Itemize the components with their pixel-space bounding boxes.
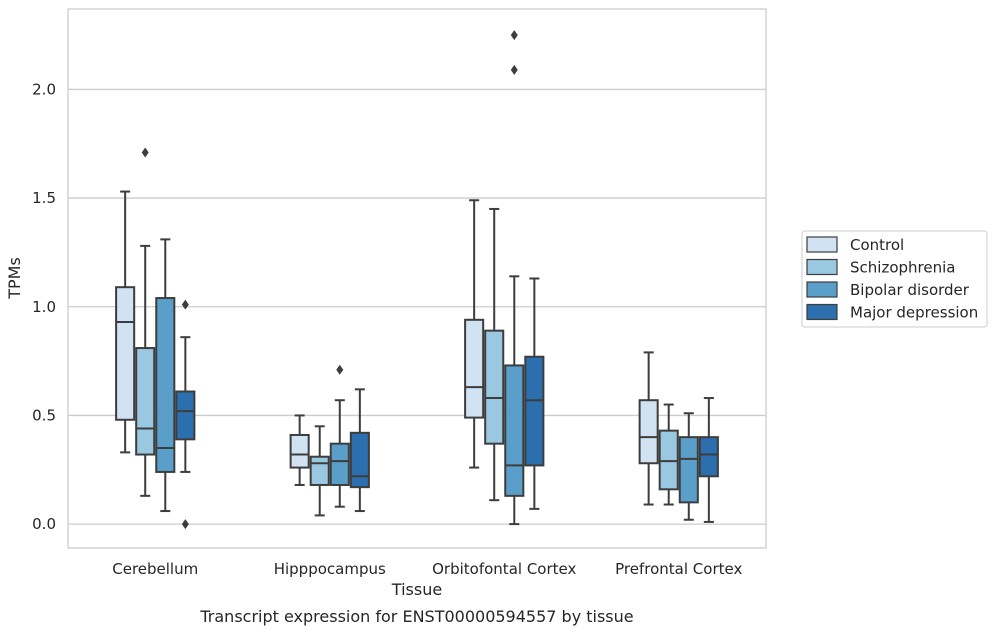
box-major-depression [349,388,370,513]
box-control [638,351,659,506]
box-iqr [698,436,719,478]
box-iqr [329,442,350,486]
box-bipolar-disorder [678,412,699,521]
legend-frame [801,230,988,328]
legend-swatch [806,281,838,298]
box-iqr [524,355,545,467]
x-tick-label: Prefrontal Cortex [615,560,742,578]
plot-area-frame [67,8,767,549]
box-iqr [658,429,679,491]
box-iqr [289,433,310,469]
box-series [115,30,719,530]
y-tick-label: 1.5 [32,189,56,207]
y-tick-labels: 0.0 0.5 1.0 1.5 2.0 [32,80,56,533]
box-bipolar-disorder [155,238,176,513]
outlier-point [181,519,189,530]
outlier-point [510,30,518,41]
legend-label: Major depression [850,304,978,322]
legend-swatch [806,303,838,321]
y-tick-label: 1.0 [32,298,56,316]
box-iqr [155,297,176,473]
box-iqr [349,431,370,489]
box-control [464,199,485,469]
box-iqr [309,455,330,486]
x-axis-title: Tissue [391,580,442,599]
box-iqr [504,364,525,497]
outlier-point [181,299,189,310]
box-major-depression [524,277,545,510]
box-major-depression [698,397,719,523]
chart-caption: Transcript expression for ENST0000059455… [199,607,633,626]
legend-swatch [806,258,838,276]
box-iqr [464,318,485,419]
box-schizophrenia [658,403,679,506]
box-control [289,414,310,486]
legend-swatch [806,236,838,253]
outlier-point [141,147,149,158]
legend-label: Schizophrenia [850,259,955,277]
box-iqr [135,347,156,456]
box-control [115,190,136,454]
y-tick-label: 0.0 [32,515,56,533]
legend-label: Bipolar disorder [850,281,970,299]
box-iqr [115,286,136,421]
box-iqr [175,390,196,441]
legend: Control Schizophrenia Bipolar disorder Majo… [801,230,988,328]
box-schizophrenia [309,425,330,517]
x-tick-labels: Cerebellum Hipppocampus Orbitofontal Corte… [112,560,742,578]
x-tick-label: Cerebellum [112,560,198,578]
outlier-point [336,364,344,375]
x-tick-label: Hipppocampus [274,560,386,578]
y-tick-label: 2.0 [32,80,56,98]
box-bipolar-disorder [504,30,525,526]
box-schizophrenia [135,147,156,497]
y-tick-label: 0.5 [32,406,56,424]
box-schizophrenia [484,207,505,502]
box-bipolar-disorder [329,364,350,508]
y-axis-title: TPMs [5,257,24,300]
box-iqr [678,436,699,504]
box-iqr [638,399,659,465]
legend-label: Control [850,236,904,254]
outlier-point [510,64,518,75]
x-tick-label: Orbitofontal Cortex [432,560,576,578]
box-iqr [484,329,505,445]
box-major-depression [175,299,196,530]
